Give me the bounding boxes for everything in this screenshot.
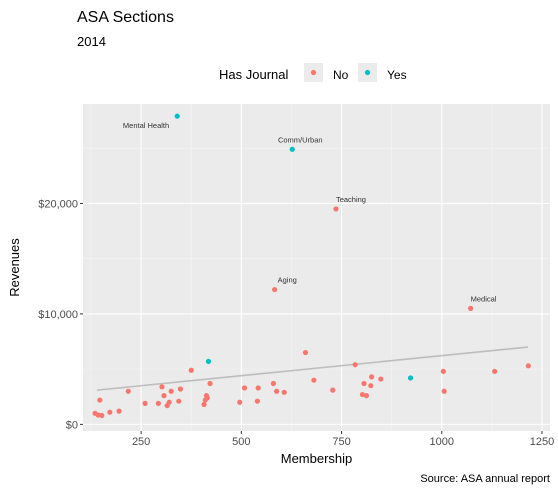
data-point-no [142,400,148,406]
data-point-no [378,376,384,382]
point-annotation: Medical [471,294,497,303]
data-point-no [352,362,358,368]
data-point-no [99,412,105,419]
data-point-no [369,374,375,380]
data-point-no [207,380,213,387]
data-point-yes [289,146,295,152]
x-axis: 250 500 750 1000 1250 [132,431,554,448]
data-point-no [107,409,113,415]
y-axis: $0 $10,000 $20,000 [38,198,83,431]
legend-marker-no [310,69,317,76]
data-point-no [161,393,167,399]
data-point-no [330,387,336,393]
data-point-no [166,399,172,405]
data-point-yes [174,113,180,119]
point-annotation: Mental Health [123,121,169,130]
y-tick-label: $0 [66,419,78,431]
data-point-no [525,363,531,369]
data-point-no [125,388,131,394]
data-point-no [254,398,260,404]
data-point-no [97,397,103,403]
data-point-no [368,383,374,389]
x-tick-label: 500 [232,436,250,448]
point-annotation: Comm/Urban [278,135,323,144]
data-point-no [363,393,370,399]
data-point-no [155,400,161,406]
data-point-no [204,395,210,401]
data-point-no [492,368,498,374]
data-point-no [272,286,278,293]
x-tick-label: 1000 [430,436,454,448]
legend: Has Journal No Yes [219,63,407,82]
data-point-no [270,380,277,387]
point-annotation: Teaching [336,195,366,204]
data-point-yes [407,375,414,381]
data-point-no [274,388,280,394]
data-point-no [201,401,207,408]
data-point-no [441,388,447,394]
data-point-no [302,349,309,356]
data-point-no [281,389,287,395]
data-point-no [440,368,446,374]
chart-caption: Source: ASA annual report [420,473,550,485]
y-tick-label: $20,000 [38,198,78,210]
chart-title: ASA Sections [77,9,174,26]
data-point-no [159,384,165,390]
data-points [92,113,531,419]
data-point-no [468,305,474,311]
data-point-no [177,386,184,392]
legend-label-yes: Yes [387,68,407,82]
data-point-no [311,377,317,383]
trend-line [96,346,529,391]
grid-minor [83,104,550,431]
data-point-no [359,391,365,398]
plot-panel [83,104,550,431]
legend-title: Has Journal [219,67,288,82]
legend-label-no: No [333,68,349,82]
data-point-no [361,380,367,387]
data-point-no [188,367,194,373]
data-point-no [116,408,122,414]
chart-subtitle: 2014 [77,34,106,49]
legend-marker-yes [364,69,371,76]
data-point-no [237,399,243,405]
data-point-no [255,385,261,391]
point-annotations: Mental Health Comm/Urban Teaching Aging Medi… [123,121,497,303]
x-tick-label: 1250 [530,436,554,448]
point-annotation: Aging [278,276,297,285]
data-point-no [168,388,174,394]
x-tick-label: 750 [332,436,350,448]
x-tick-label: 250 [132,436,150,448]
data-point-no [176,398,182,404]
data-point-no [241,385,248,391]
data-point-yes [205,358,212,365]
x-axis-label: Membership [281,451,353,466]
y-axis-label: Revenues [7,238,22,297]
data-point-no [333,206,339,212]
y-tick-label: $10,000 [38,309,78,321]
